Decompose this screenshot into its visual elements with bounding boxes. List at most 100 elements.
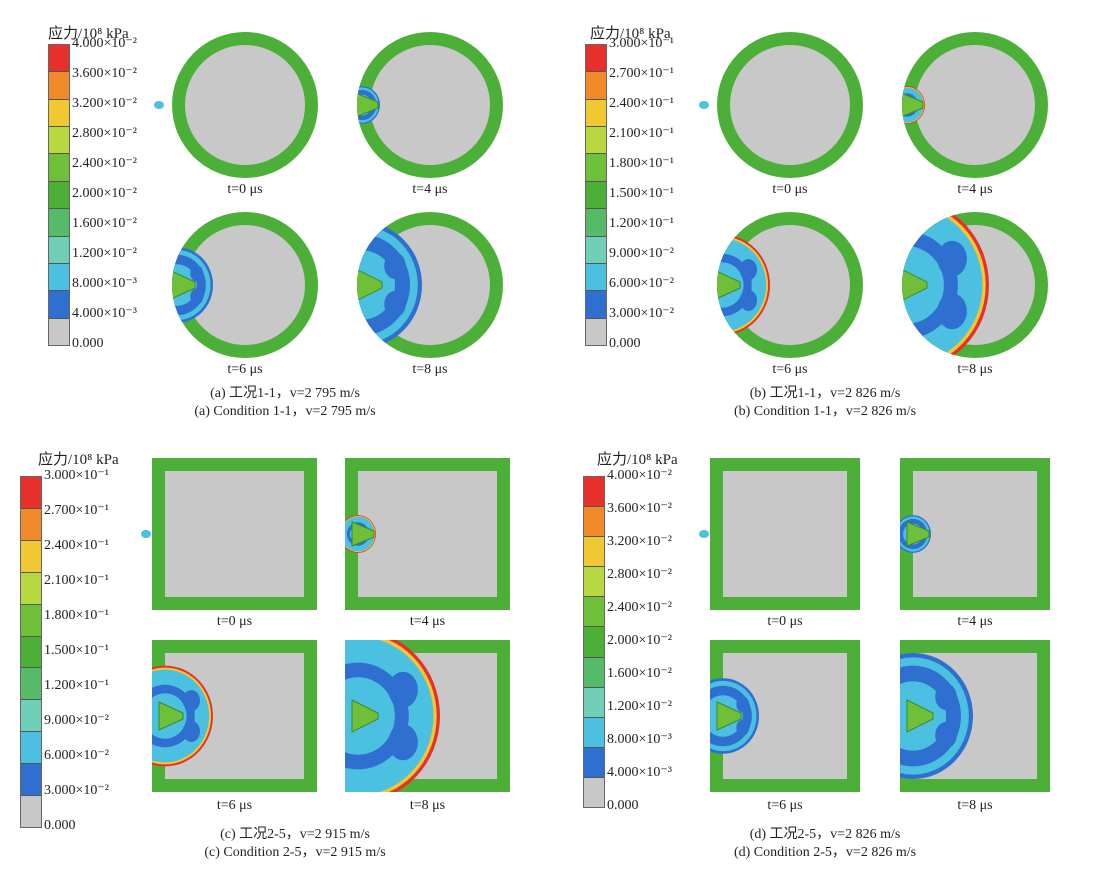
colorbar-tick-label: 4.000×10⁻² [72, 36, 137, 51]
time-label: t=6 μs [227, 362, 263, 377]
lobe-upper [182, 690, 201, 712]
time-label: t=4 μs [957, 182, 993, 197]
inner-region [913, 471, 1037, 597]
colorbar-tick-label: 2.400×10⁻² [72, 156, 137, 171]
time-label: t=6 μs [772, 362, 808, 377]
colorbar-tick-label: 4.000×10⁻³ [607, 765, 672, 780]
lobe-lower [384, 291, 406, 318]
panel-b: 应力/10⁸ kPa 3.000×10⁻¹ 2.700×10⁻¹ 2.400×10⁻¹… [540, 0, 1095, 431]
inner-region [730, 45, 850, 165]
colorbar-cell [584, 657, 604, 688]
colorbar-cell [586, 127, 606, 155]
colorbar-cell [586, 236, 606, 264]
lobe-lower [935, 722, 957, 749]
snapshot-frame [900, 458, 1050, 610]
time-label: t=6 μs [767, 798, 803, 813]
colorbar-tick-label: 1.200×10⁻¹ [44, 678, 109, 693]
snapshot-frame [141, 458, 317, 610]
snapshot-frame [154, 32, 318, 178]
projectile [154, 101, 164, 109]
colorbar-cell [21, 764, 41, 797]
colorbar-tick-label: 1.200×10⁻² [72, 246, 137, 261]
stress-wave [357, 222, 422, 348]
colorbar-cell [586, 45, 606, 73]
snapshot-frame [357, 212, 503, 358]
colorbar-tick-label: 2.100×10⁻¹ [44, 573, 109, 588]
snapshot-frame [717, 212, 863, 358]
projectile-cone [906, 521, 930, 547]
panel-c: 应力/10⁸ kPa 3.000×10⁻¹ 2.700×10⁻¹ 2.400×10⁻¹… [0, 440, 555, 871]
colorbar-tick-label: 0.000 [607, 798, 639, 813]
colorbar-cell [21, 700, 41, 733]
colorbar-tick-label: 8.000×10⁻³ [72, 276, 137, 291]
lobe-upper [937, 240, 967, 277]
lobe-lower [190, 288, 204, 305]
colorbar-cell [584, 597, 604, 628]
caption-cn: (b) 工况1-1，v=2 826 m/s [749, 386, 901, 401]
colorbar-cell [584, 777, 604, 808]
colorbar-cell [49, 127, 69, 155]
time-label: t=8 μs [957, 798, 993, 813]
lobe-upper [384, 252, 406, 279]
projectile-cone [158, 701, 184, 731]
colorbar-tick-label: 2.700×10⁻¹ [609, 66, 674, 81]
colorbar-cell [49, 181, 69, 210]
projectile-cone [902, 92, 924, 118]
lobe-upper [736, 696, 750, 713]
colorbar-tick-label: 2.700×10⁻¹ [44, 503, 109, 518]
colorbar-tick-label: 9.000×10⁻² [609, 246, 674, 261]
colorbar-tick-label: 0.000 [44, 818, 76, 833]
colorbar-tick-label: 2.800×10⁻² [607, 567, 672, 582]
colorbar-cell [49, 154, 69, 182]
snapshot-frame [710, 640, 860, 792]
projectile-cone [351, 521, 375, 547]
colorbar-tick-label: 9.000×10⁻² [44, 713, 109, 728]
projectile-cone [717, 270, 741, 300]
colorbar-cell [584, 507, 604, 538]
colorbar-cell [21, 540, 41, 573]
snapshot-frame [345, 640, 510, 792]
snapshot-frame [902, 32, 1048, 178]
snapshot-frame [699, 32, 863, 178]
colorbar-unit: 应力/10⁸ kPa [597, 452, 678, 468]
lobe-upper [388, 671, 418, 708]
inner-region [358, 471, 497, 597]
colorbar-cell [49, 99, 69, 128]
lobe-lower [937, 293, 967, 330]
lobe-lower [739, 289, 758, 311]
colorbar-tick-label: 2.400×10⁻² [607, 600, 672, 615]
colorbar-cell [21, 604, 41, 637]
snapshot-frame [900, 640, 1050, 792]
panel-d: 应力/10⁸ kPa 4.000×10⁻² 3.600×10⁻² 3.200×10⁻²… [555, 440, 1110, 871]
colorbar-cell [586, 72, 606, 100]
colorbar-tick-label: 3.600×10⁻² [607, 501, 672, 516]
stress-wave [900, 653, 973, 779]
projectile [699, 101, 709, 109]
caption-cn: (a) 工况1-1，v=2 795 m/s [210, 386, 360, 401]
lobe-lower [182, 720, 201, 742]
inner-region [915, 45, 1035, 165]
colorbar-cell [49, 263, 69, 292]
time-label: t=0 μs [767, 614, 803, 629]
colorbar [585, 44, 607, 346]
colorbar-tick-label: 8.000×10⁻³ [607, 732, 672, 747]
stress-wave [345, 515, 376, 553]
caption-en: (d) Condition 2-5，v=2 826 m/s [733, 845, 917, 860]
colorbar-tick-label: 3.000×10⁻¹ [44, 468, 109, 483]
colorbar-cell [584, 717, 604, 748]
colorbar-cell [584, 567, 604, 598]
colorbar-tick-label: 6.000×10⁻² [44, 748, 109, 763]
colorbar [48, 44, 70, 346]
colorbar-cell [584, 537, 604, 568]
colorbar-tick-label: 3.000×10⁻² [44, 783, 109, 798]
projectile-cone [906, 699, 934, 733]
lobe-upper [739, 259, 758, 281]
colorbar-cell [584, 627, 604, 658]
time-label: t=8 μs [412, 362, 448, 377]
inner-region [723, 471, 847, 597]
colorbar-cell [586, 154, 606, 182]
colorbar-unit: 应力/10⁸ kPa [590, 26, 671, 42]
colorbar-tick-label: 3.600×10⁻² [72, 66, 137, 81]
time-label: t=6 μs [216, 798, 253, 813]
inner-region [185, 45, 305, 165]
